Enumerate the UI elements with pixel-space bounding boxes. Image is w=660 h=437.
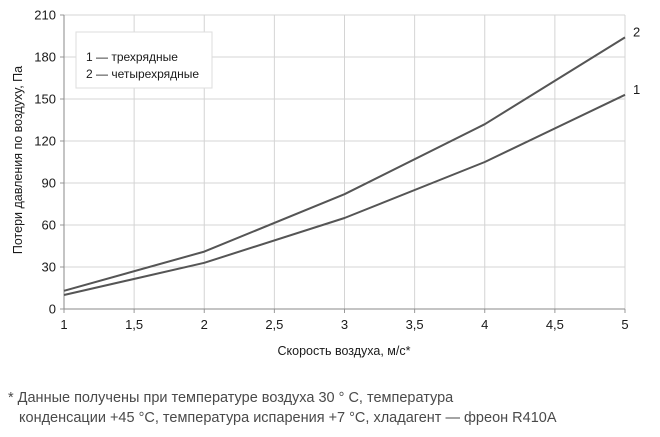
x-tick-label: 5	[621, 317, 628, 332]
y-tick-label: 0	[49, 302, 56, 317]
x-tick-label: 3	[341, 317, 348, 332]
x-axis-ticks: 1 1,5 2 2,5 3 3,5 4 4,5 5	[60, 317, 628, 332]
footnote: * Данные получены при температуре воздух…	[8, 388, 648, 428]
series-2-line	[63, 36, 626, 292]
legend-entry-2: 2 — четырехрядные	[86, 67, 199, 81]
footnote-line-2: конденсации +45 °С, температура испарени…	[19, 410, 557, 426]
y-tick-label: 210	[34, 8, 56, 23]
x-tick-label: 1	[60, 317, 67, 332]
y-tick-label: 90	[42, 176, 56, 191]
series-1-label: 1	[633, 82, 640, 97]
legend-box	[75, 31, 213, 89]
x-tick-label: 4	[481, 317, 488, 332]
axes	[60, 14, 626, 313]
footnote-line-1: * Данные получены при температуре воздух…	[8, 390, 454, 406]
x-tick-label: 1,5	[125, 317, 143, 332]
x-tick-label: 2	[201, 317, 208, 332]
y-tick-label: 30	[42, 260, 56, 275]
series-1-line	[63, 93, 626, 296]
x-tick-label: 3,5	[406, 317, 424, 332]
x-tick-label: 4,5	[546, 317, 564, 332]
legend: 1 — трехрядные 2 — четырехрядные	[75, 31, 213, 89]
x-tick-label: 2,5	[265, 317, 283, 332]
legend-entry-1: 1 — трехрядные	[86, 50, 178, 64]
y-tick-label: 60	[42, 218, 56, 233]
x-axis-title: Скорость воздуха, м/с*	[278, 344, 411, 358]
y-axis-title: Потери давления по воздуху, Па	[11, 66, 25, 254]
series-lines: 12	[63, 24, 640, 296]
y-axis-ticks: 0 30 60 90 120 150 180 210	[34, 8, 56, 317]
series-2-label: 2	[633, 24, 640, 39]
y-tick-label: 150	[34, 92, 56, 107]
y-tick-label: 120	[34, 134, 56, 149]
y-tick-label: 180	[34, 50, 56, 65]
